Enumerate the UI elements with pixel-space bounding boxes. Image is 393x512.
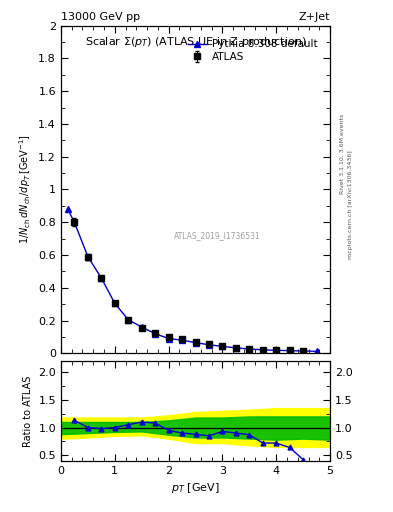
Pythia 8.308 default: [261, 347, 265, 353]
Text: Z+Jet: Z+Jet: [299, 11, 330, 22]
Legend: Pythia 8.308 default, ATLAS: Pythia 8.308 default, ATLAS: [186, 37, 320, 64]
Line: Pythia 8.308 default: Pythia 8.308 default: [65, 206, 320, 354]
Pythia 8.308 default: [166, 335, 171, 342]
Text: Rivet 3.1.10, 3.6M events: Rivet 3.1.10, 3.6M events: [340, 114, 345, 194]
Pythia 8.308 default: [220, 344, 225, 350]
Text: ATLAS_2019_I1736531: ATLAS_2019_I1736531: [174, 231, 261, 241]
Text: Scalar $\Sigma(p_T)$ (ATLAS UE in Z production): Scalar $\Sigma(p_T)$ (ATLAS UE in Z prod…: [85, 35, 306, 50]
Pythia 8.308 default: [72, 219, 77, 225]
Pythia 8.308 default: [65, 206, 70, 212]
Pythia 8.308 default: [86, 253, 90, 260]
Pythia 8.308 default: [233, 345, 238, 351]
Pythia 8.308 default: [193, 339, 198, 346]
Pythia 8.308 default: [301, 348, 306, 354]
Pythia 8.308 default: [274, 347, 279, 353]
Text: 13000 GeV pp: 13000 GeV pp: [61, 11, 140, 22]
Pythia 8.308 default: [140, 324, 144, 330]
Pythia 8.308 default: [180, 337, 184, 343]
Pythia 8.308 default: [126, 316, 130, 323]
Pythia 8.308 default: [287, 348, 292, 354]
Pythia 8.308 default: [247, 346, 252, 352]
Text: mcplots.cern.ch [arXiv:1306.3436]: mcplots.cern.ch [arXiv:1306.3436]: [348, 151, 353, 259]
Pythia 8.308 default: [314, 348, 319, 354]
Pythia 8.308 default: [153, 331, 158, 337]
X-axis label: $p_T$ [GeV]: $p_T$ [GeV]: [171, 481, 220, 495]
Pythia 8.308 default: [99, 275, 104, 281]
Y-axis label: $1/N_\mathrm{ch}\,dN_\mathrm{ch}/dp_T\,[\mathrm{GeV}^{-1}]$: $1/N_\mathrm{ch}\,dN_\mathrm{ch}/dp_T\,[…: [17, 135, 33, 244]
Pythia 8.308 default: [112, 300, 117, 306]
Y-axis label: Ratio to ATLAS: Ratio to ATLAS: [23, 375, 33, 446]
Pythia 8.308 default: [207, 342, 211, 348]
